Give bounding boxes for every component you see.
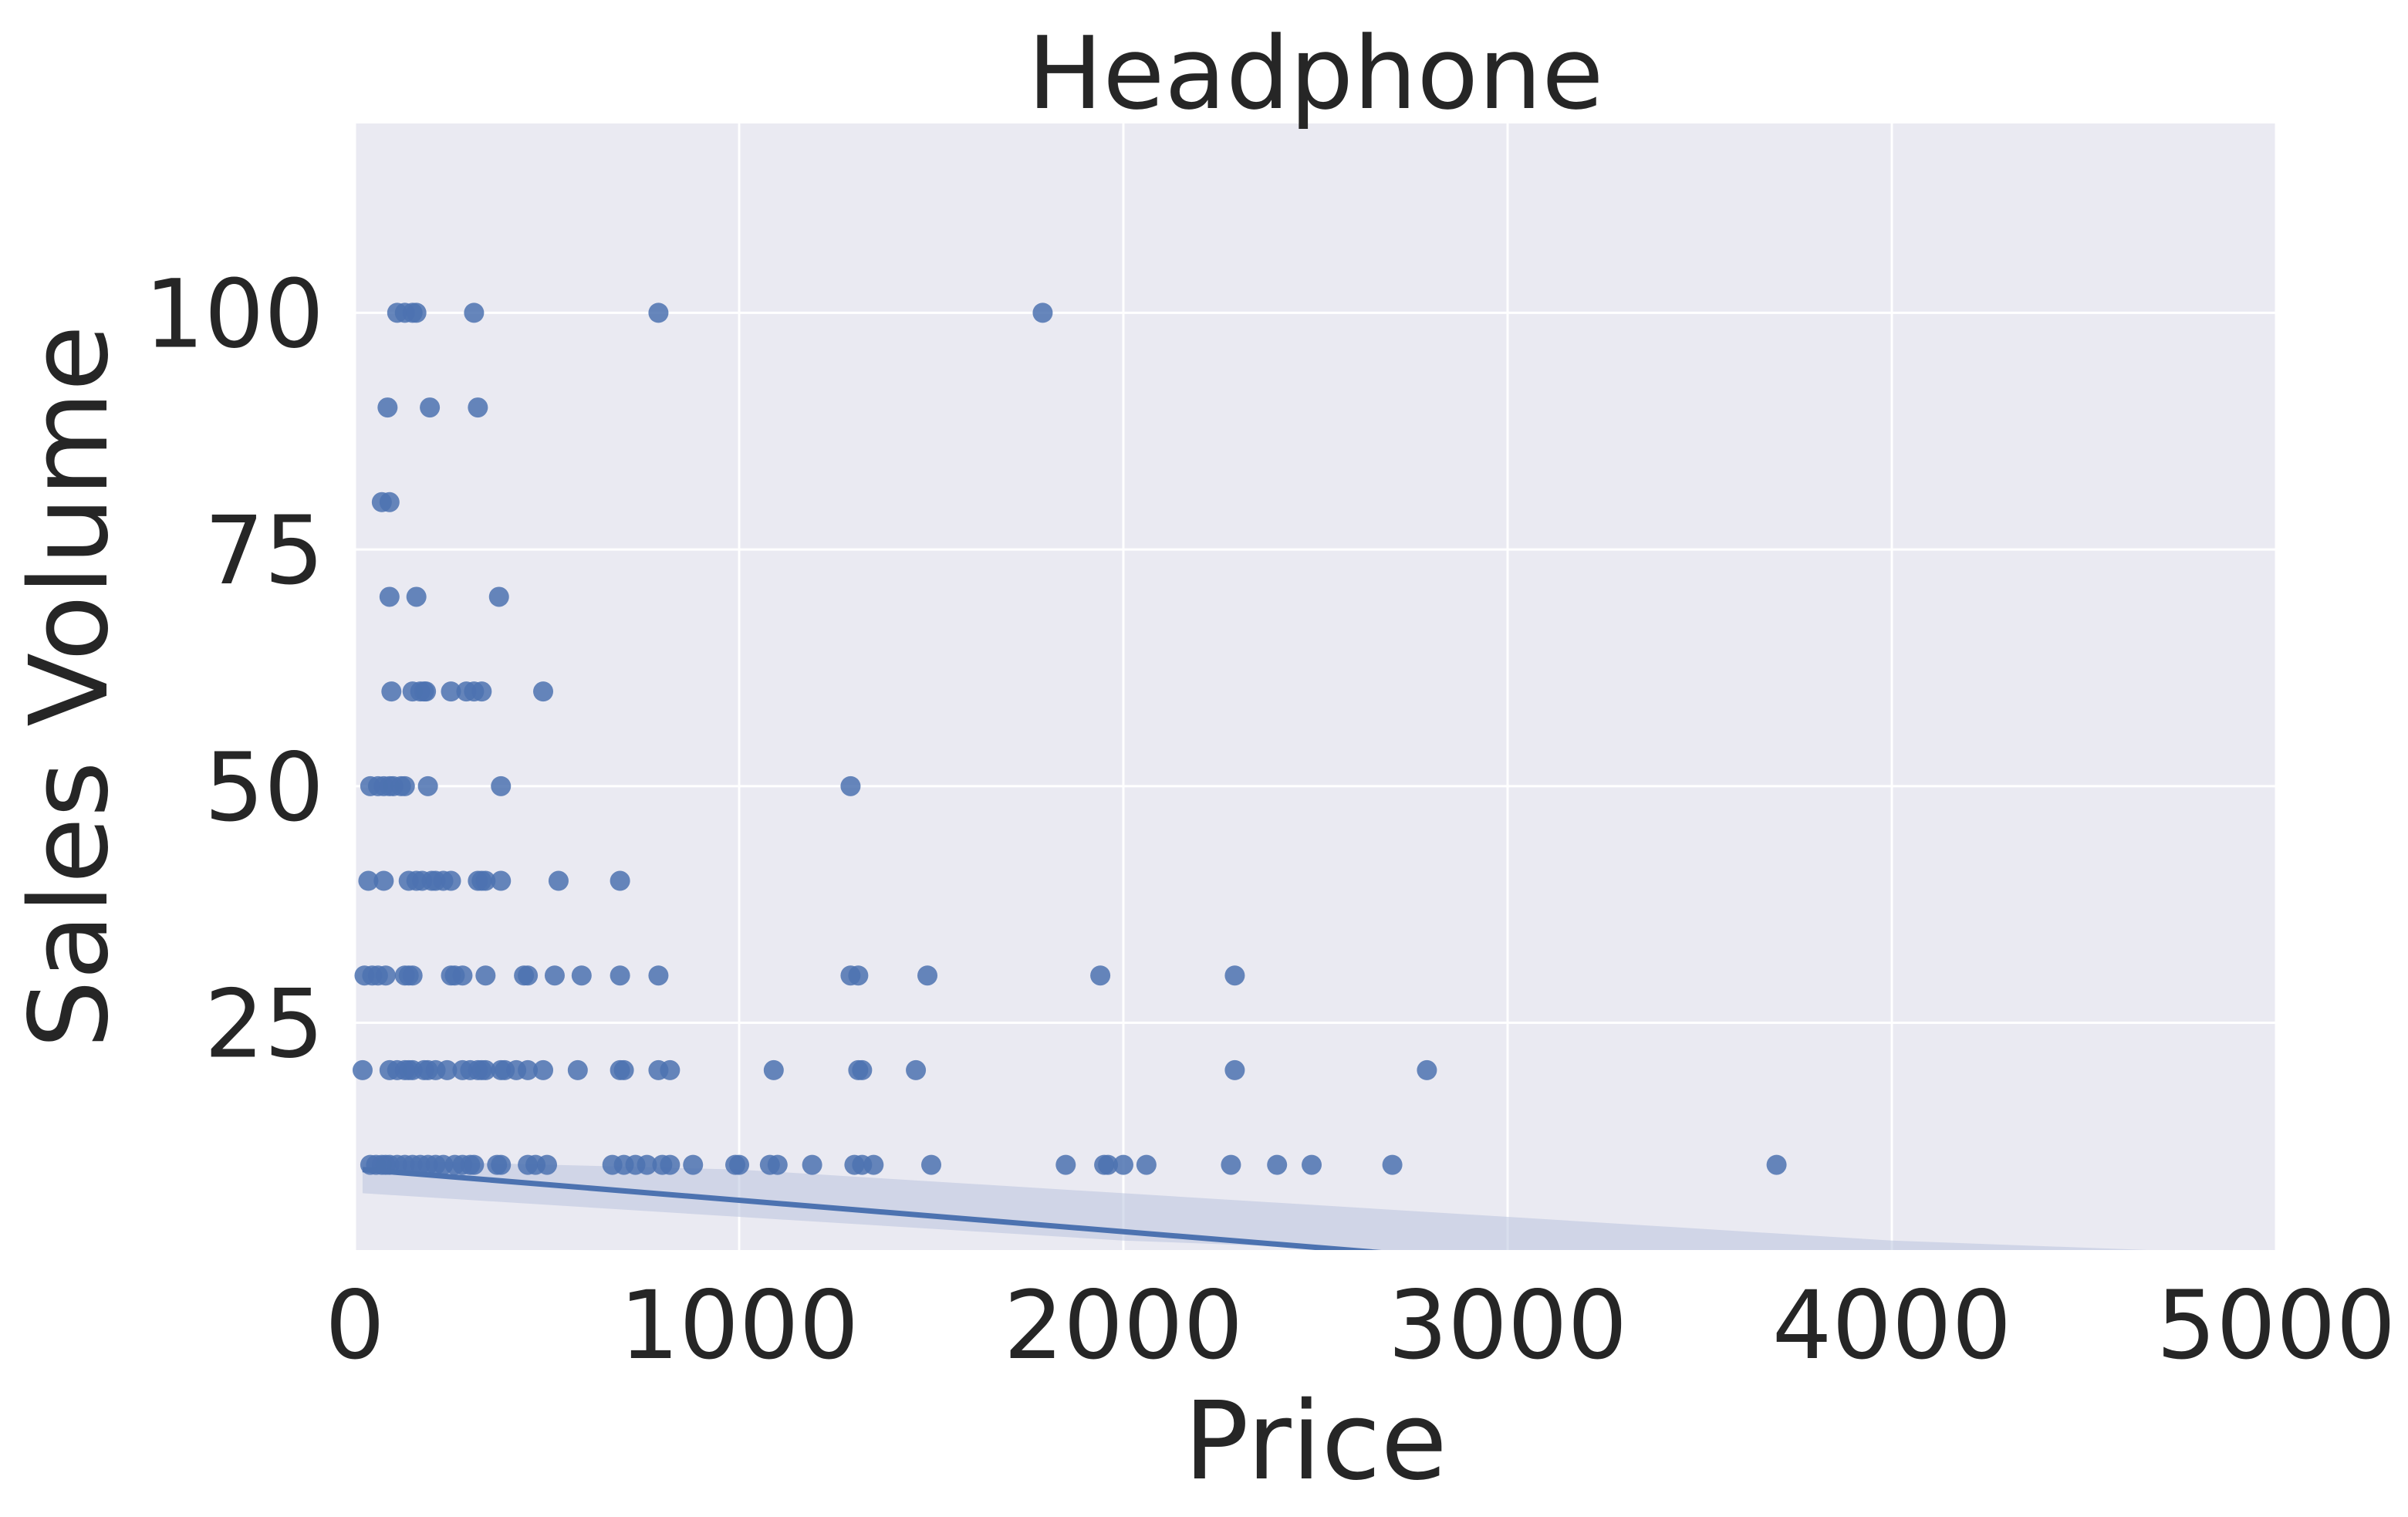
y-tick-label-25: 25 [204,970,324,1079]
data-point [441,870,461,891]
data-point [729,1154,749,1175]
data-point [533,681,554,702]
data-point [491,775,512,796]
data-points [352,302,1787,1175]
data-point [537,1154,557,1175]
data-point [377,397,398,418]
data-point [488,586,509,607]
data-point [416,681,437,702]
regression-line-group [362,1167,1382,1250]
data-point [610,965,630,986]
data-point [1224,1059,1245,1080]
data-point [840,775,861,796]
data-point [648,302,669,323]
data-point [544,965,565,986]
data-point [375,965,396,986]
data-point [394,775,415,796]
data-point [548,870,569,891]
data-point [420,397,441,418]
y-tick-label-75: 75 [204,496,324,606]
data-point [358,870,379,891]
data-point [567,1059,588,1080]
data-point [533,1059,554,1080]
data-point [475,965,496,986]
data-point [571,965,592,986]
data-point [1382,1154,1403,1175]
data-point [1224,965,1245,986]
data-point [518,965,539,986]
confidence-band-group [362,1160,2149,1250]
data-point [352,1059,373,1080]
confidence-band [362,1160,2149,1250]
data-point [1090,965,1111,986]
tick-labels: 0 1000 2000 3000 4000 5000 25 50 75 100 [144,259,2396,1380]
x-tick-label-4000: 4000 [1772,1271,2011,1380]
data-point [613,1059,634,1080]
data-point [402,965,423,986]
data-point [417,775,438,796]
plot-background [355,123,2276,1250]
data-point [475,1059,496,1080]
data-point [379,492,400,512]
data-point [610,870,630,891]
y-tick-label-100: 100 [144,259,324,369]
data-point [848,965,869,986]
x-axis-label: Price [1184,1379,1447,1505]
data-point [767,1154,788,1175]
data-point [406,586,427,607]
data-point [1113,1154,1133,1175]
x-tick-label-5000: 5000 [2156,1271,2396,1380]
data-point [660,1059,681,1080]
data-point [863,1154,884,1175]
data-point [1267,1154,1288,1175]
data-point [373,870,394,891]
regression-line [362,1167,1382,1250]
data-point [441,681,461,702]
data-point [468,397,488,418]
data-point [1136,1154,1157,1175]
data-point [437,1059,458,1080]
data-point [852,1059,873,1080]
data-point [1766,1154,1787,1175]
y-tick-label-50: 50 [204,733,324,843]
data-point [1055,1154,1076,1175]
data-point [452,965,473,986]
chart-title: Headphone [1028,15,1604,132]
data-point [464,302,485,323]
grid-lines [353,123,2278,1250]
data-point [475,870,496,891]
data-point [763,1059,784,1080]
data-point [1032,302,1053,323]
data-point [917,965,938,986]
data-point [802,1154,822,1175]
x-tick-label-0: 0 [325,1271,385,1380]
data-point [648,965,669,986]
data-point [381,681,402,702]
x-tick-label-2000: 2000 [1004,1271,1243,1380]
data-point [906,1059,927,1080]
data-point [406,302,427,323]
data-point [683,1154,704,1175]
data-point [1098,1154,1119,1175]
x-tick-label-1000: 1000 [620,1271,859,1380]
data-point [464,1154,485,1175]
data-point [637,1154,657,1175]
data-point [660,1154,681,1175]
data-point [471,681,492,702]
data-point [921,1154,941,1175]
data-point [1417,1059,1437,1080]
y-axis-label: Sales Volume [7,325,133,1049]
x-tick-label-3000: 3000 [1388,1271,1627,1380]
data-point [518,1059,539,1080]
data-point [491,870,512,891]
data-point [1221,1154,1241,1175]
data-point [491,1154,512,1175]
data-point [1302,1154,1322,1175]
data-point [379,586,400,607]
